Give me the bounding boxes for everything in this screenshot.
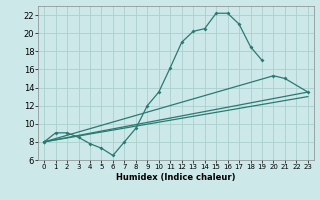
X-axis label: Humidex (Indice chaleur): Humidex (Indice chaleur) — [116, 173, 236, 182]
